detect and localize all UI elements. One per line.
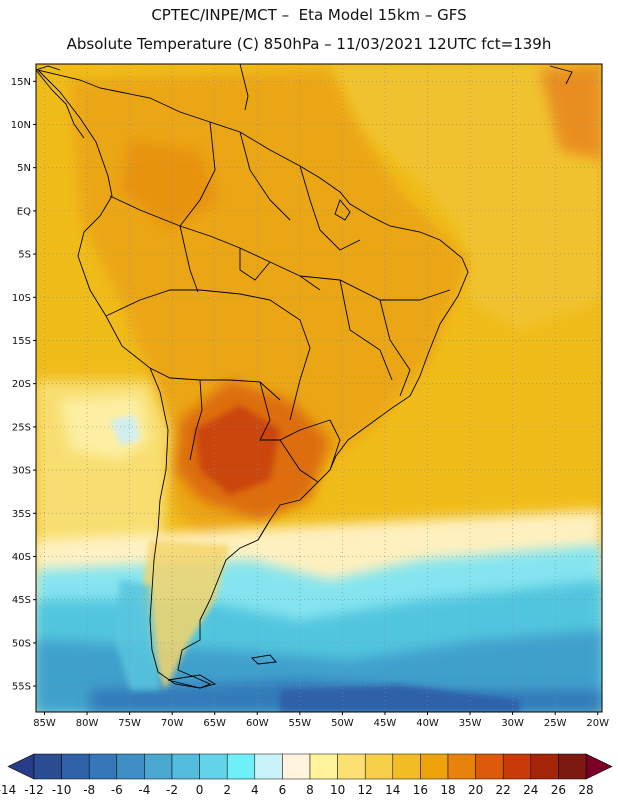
colorbar-label: 6 xyxy=(279,783,287,797)
coastlines xyxy=(36,64,573,689)
colorbar-swatch xyxy=(33,753,62,780)
longitude-label: 45W xyxy=(374,718,397,729)
colorbar-low-arrow xyxy=(7,753,35,780)
longitude-label: 70W xyxy=(161,718,184,729)
map-frame xyxy=(35,63,603,713)
colorbar-label: -6 xyxy=(111,783,123,797)
colorbar-label: -10 xyxy=(52,783,72,797)
colorbar-label: 22 xyxy=(496,783,511,797)
latitude-label: EQ xyxy=(17,206,31,217)
latitude-label: 45S xyxy=(12,595,31,606)
latitude-label: 15S xyxy=(12,336,31,347)
colorbar-swatch xyxy=(254,753,283,780)
colorbar-swatch xyxy=(530,753,559,780)
latitude-label: 55S xyxy=(12,682,31,693)
longitude-label: 25W xyxy=(544,718,567,729)
colorbar-swatch xyxy=(558,753,587,780)
colorbar-label: -12 xyxy=(24,783,44,797)
colorbar-label: 4 xyxy=(251,783,259,797)
colorbar-swatch xyxy=(447,753,476,780)
colorbar-swatch xyxy=(420,753,449,780)
colorbar-swatch xyxy=(61,753,90,780)
colorbar-swatch xyxy=(226,753,256,780)
colorbar-label: -8 xyxy=(83,783,95,797)
latitude-label: 5N xyxy=(17,163,31,174)
longitude-label: 65W xyxy=(203,718,226,729)
longitude-label: 75W xyxy=(118,718,141,729)
colorbar-label: 24 xyxy=(523,783,538,797)
graticule xyxy=(36,64,602,712)
colorbar-label: 14 xyxy=(385,783,400,797)
colorbar-label: 16 xyxy=(413,783,428,797)
longitude-label: 80W xyxy=(76,718,99,729)
latitude-label: 20S xyxy=(12,379,31,390)
latitude-label: 30S xyxy=(12,466,31,477)
colorbar-label: -4 xyxy=(138,783,150,797)
colorbar-swatch xyxy=(392,753,421,780)
colorbar-swatch xyxy=(116,753,145,780)
longitude-label: 30W xyxy=(501,718,524,729)
longitude-label: 50W xyxy=(331,718,354,729)
colorbar-label: 12 xyxy=(358,783,373,797)
colorbar-label: 20 xyxy=(468,783,483,797)
colorbar-swatch xyxy=(171,753,200,780)
latitude-label: 10N xyxy=(11,120,31,131)
latitude-label: 5S xyxy=(18,250,31,261)
colorbar-high-arrow xyxy=(585,753,613,780)
colorbar-label: 18 xyxy=(440,783,455,797)
longitude-label: 60W xyxy=(246,718,269,729)
colorbar-swatch xyxy=(199,753,228,780)
colorbar-label: 0 xyxy=(196,783,204,797)
colorbar-label: 2 xyxy=(223,783,231,797)
colorbar-label: 10 xyxy=(330,783,345,797)
colorbar-label: 28 xyxy=(578,783,593,797)
map-title-line1: CPTEC/INPE/MCT – Eta Model 15km – GFS xyxy=(151,6,467,24)
colorbar-label: 8 xyxy=(306,783,314,797)
colorbar-label: -14 xyxy=(0,783,16,797)
colorbar-swatch xyxy=(337,753,366,780)
colorbar-swatch xyxy=(364,753,394,780)
colorbar-swatch xyxy=(502,753,532,780)
latitude-label: 15N xyxy=(11,77,31,88)
latitude-label: 10S xyxy=(12,293,31,304)
latitude-label: 50S xyxy=(12,638,31,649)
colorbar-swatch xyxy=(475,753,504,780)
colorbar-swatch xyxy=(282,753,311,780)
longitude-label: 55W xyxy=(289,718,312,729)
colorbar-label: 26 xyxy=(551,783,566,797)
colorbar-swatch xyxy=(309,753,338,780)
colorbar-swatch xyxy=(144,753,173,780)
longitude-label: 85W xyxy=(33,718,56,729)
map-title-line2: Absolute Temperature (C) 850hPa – 11/03/… xyxy=(66,35,552,53)
latitude-label: 35S xyxy=(12,509,31,520)
longitude-label: 35W xyxy=(459,718,482,729)
longitude-axis: 85W 80W 75W 70W 65W 60W 55W 50W 45W 40W 35W 30W 25W 2… xyxy=(33,712,609,729)
colorbar-swatch xyxy=(88,753,118,780)
latitude-label: 40S xyxy=(12,552,31,563)
latitude-label: 25S xyxy=(12,422,31,433)
latitude-axis: 15N 10N 5N EQ 5S 10S 15S 20S 25S 30S 35S 40S 45S 50S 5… xyxy=(11,77,36,693)
colorbar-label: -2 xyxy=(166,783,178,797)
colorbar: -14-12-10-8-6-4-202468101214161820222426… xyxy=(0,753,613,797)
longitude-label: 40W xyxy=(416,718,439,729)
temperature-field xyxy=(36,64,602,712)
longitude-label: 20W xyxy=(586,718,609,729)
